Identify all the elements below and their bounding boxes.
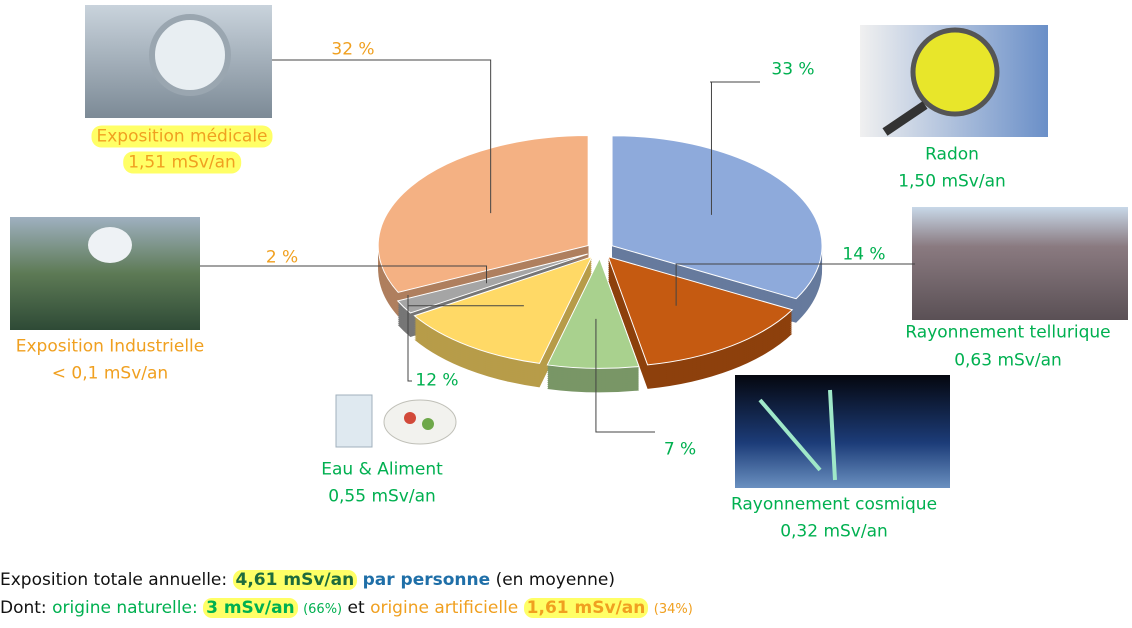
category-label-text: Rayonnement cosmique [730,494,938,515]
slice [546,257,640,369]
value-label: 32 % [331,39,375,60]
cosmic-image [735,375,950,488]
slice [413,255,593,364]
footer-value: 3 mSv/an [203,598,298,618]
dose-label-text: < 0,1 mSv/an [51,363,169,384]
scanner-ring [149,14,231,96]
leader-line [200,265,488,284]
slice [396,253,588,314]
value-label-text: 14 % [842,244,886,265]
rays [758,389,837,481]
value-label-text: 7 % [663,439,697,460]
food [404,412,416,424]
rocks-image [912,207,1128,320]
category-label-text: Eau & Aliment [321,459,443,480]
footer-text: (en moyenne) [495,570,615,590]
category-label: Rayonnement cosmique [730,494,938,515]
footer-line-1: Exposition totale annuelle: 4,61 mSv/an … [0,570,615,590]
footer-text: origine artificielle [370,598,519,618]
value-label-text: 33 % [771,59,815,80]
leader-line [595,318,655,433]
footer-text: (34%) [653,602,693,617]
value-label-text: 32 % [331,39,375,60]
category-label: Eau & Aliment [321,459,443,480]
dose-label: 1,50 mSv/an [898,171,1006,192]
slice [607,256,794,366]
leader-line [675,263,915,306]
category-label: Exposition Industrielle [15,336,205,357]
category-label-text: Rayonnement tellurique [905,322,1111,343]
dose-label: 0,55 mSv/an [328,486,436,507]
dose-label-text: 0,32 mSv/an [780,521,888,542]
plate [383,399,457,445]
category-label: Radon [925,144,979,165]
pie [377,134,823,393]
footer-text: Exposition totale annuelle: [0,570,228,590]
footer-text: et [347,598,365,618]
dose-label: < 0,1 mSv/an [51,363,169,384]
dose-label-text: 1,50 mSv/an [898,171,1006,192]
dose-label: 0,63 mSv/an [954,350,1062,371]
value-label-text: 12 % [415,370,459,391]
footer-value: 4,61 mSv/an [232,570,358,590]
dose-label-text: 0,63 mSv/an [954,350,1062,371]
leader-lines [200,59,915,433]
leader-line [710,81,760,215]
category-label-text: Exposition Industrielle [15,336,205,357]
dose-label-text: 1,51 mSv/an [123,151,241,174]
footer-line-2: Dont: origine naturelle: 3 mSv/an (66%) … [0,598,693,618]
category-label: Exposition médicale [91,125,273,148]
dose-label-text: 0,55 mSv/an [328,486,436,507]
footer-text: Dont: [0,598,47,618]
leader-line [407,295,524,382]
category-label-text: Exposition médicale [91,125,273,148]
value-label: 7 % [663,439,697,460]
footer-text: origine naturelle: [52,598,198,618]
magnifier [910,27,1000,117]
footer-value: 1,61 mSv/an [523,598,649,618]
slice [377,134,589,293]
value-label: 2 % [265,247,299,268]
value-label: 12 % [415,370,459,391]
illustrations [10,5,1128,488]
category-label-text: Radon [925,144,979,165]
slice [611,135,823,300]
footer-text: par personne [362,570,491,590]
steam [88,227,132,263]
food [422,418,434,430]
magnifier-handle [882,101,928,136]
category-label: Rayonnement tellurique [905,322,1111,343]
value-label: 33 % [771,59,815,80]
dose-label: 1,51 mSv/an [123,151,241,174]
leader-line [272,59,492,214]
dose-label: 0,32 mSv/an [780,521,888,542]
value-label: 14 % [842,244,886,265]
footer-text: (66%) [303,602,343,617]
glass [335,394,373,448]
value-label-text: 2 % [265,247,299,268]
